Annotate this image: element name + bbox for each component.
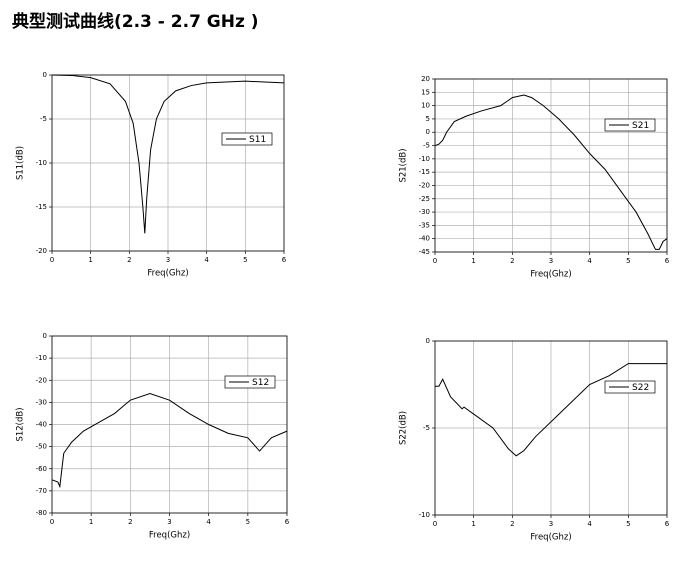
y-tick-label: -10 [419,511,430,519]
x-tick-label: 5 [626,520,630,528]
x-tick-label: 0 [50,518,54,526]
y-tick-label: -30 [419,208,430,216]
x-tick-label: 5 [626,257,630,265]
x-axis-label: Freq(Ghz) [147,269,188,279]
x-tick-label: 6 [282,256,287,264]
y-tick-label: -35 [419,221,430,229]
y-tick-label: -60 [36,465,47,473]
y-tick-label: -20 [419,181,430,189]
x-tick-label: 0 [50,256,54,264]
y-tick-label: -20 [36,376,47,384]
series-line [434,94,668,250]
plot-frame [434,340,668,516]
y-tick-label: 0 [426,337,430,345]
y-tick-label: -5 [40,115,47,123]
y-tick-label: -5 [423,424,430,432]
y-tick-label: -40 [419,235,430,243]
x-tick-label: 4 [206,518,211,526]
series-line [51,392,288,489]
x-tick-label: 3 [167,518,171,526]
page-title: 典型测试曲线(2.3 - 2.7 GHz ) [12,11,259,32]
x-tick-label: 6 [285,518,290,526]
x-tick-label: 1 [471,520,475,528]
y-tick-label: 10 [421,102,430,110]
y-tick-label: 20 [421,75,430,83]
x-tick-label: 4 [204,256,209,264]
legend-label: S22 [632,383,649,393]
x-tick-label: 2 [127,256,131,264]
x-tick-label: 2 [510,520,514,528]
y-tick-label: 0 [426,128,430,136]
x-tick-label: 2 [510,257,514,265]
x-tick-label: 4 [587,520,592,528]
series-line [435,363,667,457]
series-line [51,74,285,234]
y-axis-label: S22(dB) [399,411,409,445]
y-tick-label: -30 [36,398,47,406]
x-axis-label: Freq(Ghz) [149,531,190,541]
x-tick-label: 0 [433,520,437,528]
x-axis-label: Freq(Ghz) [530,270,571,280]
y-tick-label: 0 [43,332,47,340]
x-tick-label: 3 [549,520,553,528]
x-tick-label: 3 [166,256,170,264]
y-tick-label: -50 [36,443,47,451]
plot-frame [51,335,288,514]
x-tick-label: 1 [88,256,92,264]
y-tick-label: 0 [43,71,47,79]
y-tick-label: -70 [36,487,47,495]
x-tick-label: 1 [471,257,475,265]
y-axis-label: S21(dB) [399,148,409,182]
legend-label: S11 [249,135,266,145]
legend-box [604,118,656,132]
y-tick-label: -80 [36,509,47,517]
x-tick-label: 2 [128,518,132,526]
legend-box [604,380,656,394]
legend-label: S12 [252,378,269,388]
y-tick-label: 5 [426,115,430,123]
x-tick-label: 5 [243,256,247,264]
legend-box [221,132,273,146]
x-tick-label: 0 [433,257,437,265]
x-axis-label: Freq(Ghz) [530,533,571,543]
x-tick-label: 3 [549,257,553,265]
x-tick-label: 6 [665,257,670,265]
x-tick-label: 5 [246,518,250,526]
y-tick-label: -15 [419,168,430,176]
y-tick-label: -15 [36,203,47,211]
x-tick-label: 4 [587,257,592,265]
plot-frame [434,78,668,253]
y-tick-label: -10 [36,159,47,167]
x-tick-label: 1 [89,518,93,526]
plot-frame [51,74,285,252]
x-tick-label: 6 [665,520,670,528]
y-tick-label: 15 [421,88,430,96]
y-tick-label: -10 [419,155,430,163]
y-axis-label: S12(dB) [16,407,26,441]
y-axis-label: S11(dB) [16,146,26,180]
y-tick-label: -10 [36,354,47,362]
y-tick-label: -40 [36,421,47,429]
legend-label: S21 [632,121,649,131]
y-tick-label: -5 [423,142,430,150]
y-tick-label: -25 [419,195,430,203]
y-tick-label: -20 [36,247,47,255]
legend-box [224,375,276,389]
y-tick-label: -45 [419,248,430,256]
